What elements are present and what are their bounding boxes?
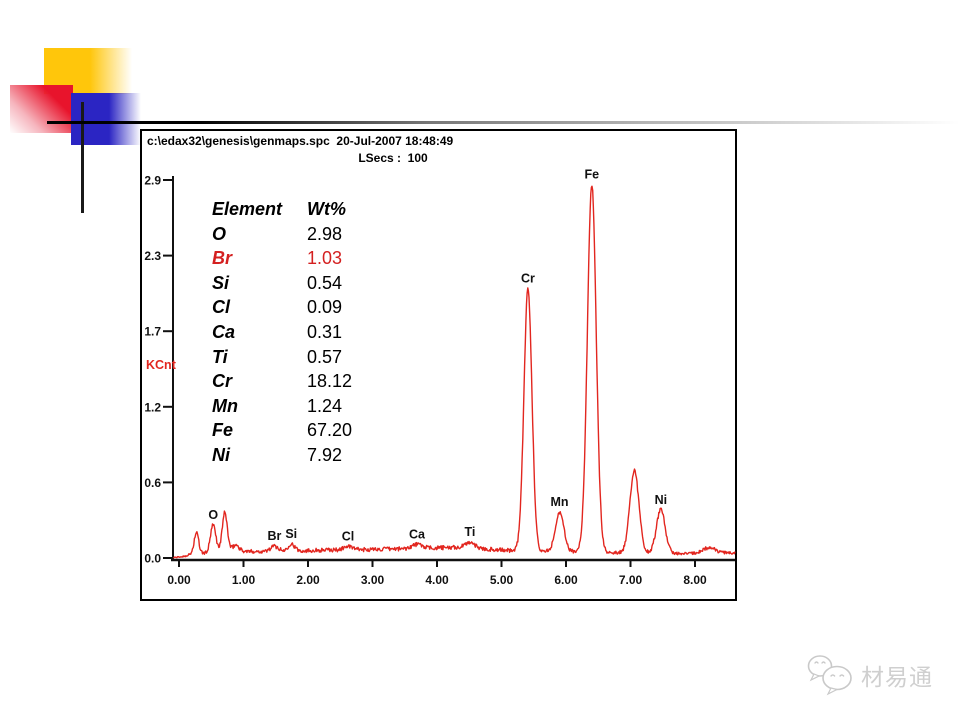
y-tick-label: 2.9	[144, 174, 161, 188]
y-tick-label: 1.7	[144, 325, 161, 339]
element-wt-table: Element Wt% O 2.98 Br 1.03 Si 0.54 Cl 0.09 Ca 0.31 T…	[212, 197, 352, 468]
peak-label-si: Si	[285, 527, 297, 541]
peak-label-ca: Ca	[409, 527, 426, 541]
x-tick-label: 3.00	[361, 573, 385, 587]
peak-label-ni: Ni	[655, 493, 668, 507]
spectrum-file-header: c:\edax32\genesis\genmaps.spc 20-Jul-200…	[147, 134, 454, 148]
peak-label-fe: Fe	[585, 167, 600, 181]
element-wt-value: 0.09	[307, 297, 343, 318]
peak-label-cr: Cr	[521, 271, 535, 285]
y-tick-label: 0.0	[144, 552, 161, 566]
element-symbol: Ti	[212, 346, 228, 367]
watermark: 材易通	[806, 652, 933, 698]
element-row-ti: Ti 0.57	[212, 345, 352, 370]
x-tick-label: 2.00	[296, 573, 320, 587]
element-symbol: Ni	[212, 444, 230, 465]
element-symbol: O	[212, 223, 227, 244]
element-wt-value: 67.20	[307, 420, 353, 441]
element-symbol: Cr	[212, 371, 233, 392]
element-symbol: Br	[212, 248, 233, 269]
peak-label-ti: Ti	[464, 525, 475, 539]
element-wt-value: 1.03	[307, 248, 343, 269]
y-tick-label: 2.3	[144, 249, 161, 263]
element-wt-value: 2.98	[307, 223, 343, 244]
element-symbol: Si	[212, 272, 230, 293]
deco-square-red	[10, 85, 73, 133]
x-tick-label: 1.00	[232, 573, 256, 587]
element-row-cr: Cr 18.12	[212, 369, 352, 394]
element-table-header: Element Wt%	[212, 197, 352, 222]
x-tick-label: 6.00	[554, 573, 578, 587]
element-row-cl: Cl 0.09	[212, 295, 352, 320]
deco-horizontal-line	[47, 121, 960, 124]
element-wt-value: 0.57	[307, 346, 343, 367]
element-symbol: Ca	[212, 321, 236, 342]
live-seconds-label: LSecs : 100	[358, 151, 428, 165]
element-wt-value: 0.31	[307, 321, 343, 342]
peak-label-o: O	[208, 508, 218, 522]
wt-column-header: Wt%	[307, 199, 346, 219]
spectrum-curve	[173, 185, 736, 559]
element-symbol: Fe	[212, 420, 234, 441]
element-symbol: Cl	[212, 297, 230, 318]
element-row-ni: Ni 7.92	[212, 443, 352, 468]
x-tick-label: 5.00	[490, 573, 514, 587]
element-row-fe: Fe 67.20	[212, 418, 352, 443]
x-tick-label: 4.00	[425, 573, 449, 587]
element-row-ca: Ca 0.31	[212, 320, 352, 345]
element-symbol: Mn	[212, 395, 238, 416]
deco-vertical-line	[81, 102, 84, 213]
element-wt-value: 7.92	[307, 444, 343, 465]
element-column-header: Element	[212, 199, 283, 219]
element-row-o: O 2.98	[212, 222, 352, 247]
y-axis-title: KCnt	[146, 358, 177, 372]
element-row-mn: Mn 1.24	[212, 394, 352, 419]
x-tick-label: 8.00	[683, 573, 707, 587]
element-wt-value: 18.12	[307, 371, 353, 392]
peak-label-mn: Mn	[551, 495, 569, 509]
y-tick-label: 0.6	[144, 476, 161, 490]
watermark-chat-logo	[807, 655, 852, 696]
peak-label-br: Br	[268, 529, 282, 543]
peak-label-cl: Cl	[342, 529, 355, 543]
y-tick-label: 1.2	[144, 400, 161, 414]
spectrum-panel: c:\edax32\genesis\genmaps.spc 20-Jul-200…	[140, 129, 737, 601]
element-row-si: Si 0.54	[212, 271, 352, 296]
spectrum-chart: 2.9 2.3 1.7 1.2 0.6 0.0 0.00 1.00 2.00 3.00 4.00 5.…	[144, 167, 736, 587]
element-wt-value: 0.54	[307, 272, 343, 293]
element-wt-value: 1.24	[307, 395, 343, 416]
x-tick-label: 7.00	[619, 573, 643, 587]
element-row-br: Br 1.03	[212, 246, 352, 271]
watermark-text: 材易通	[861, 664, 933, 690]
x-tick-label: 0.00	[167, 573, 191, 587]
